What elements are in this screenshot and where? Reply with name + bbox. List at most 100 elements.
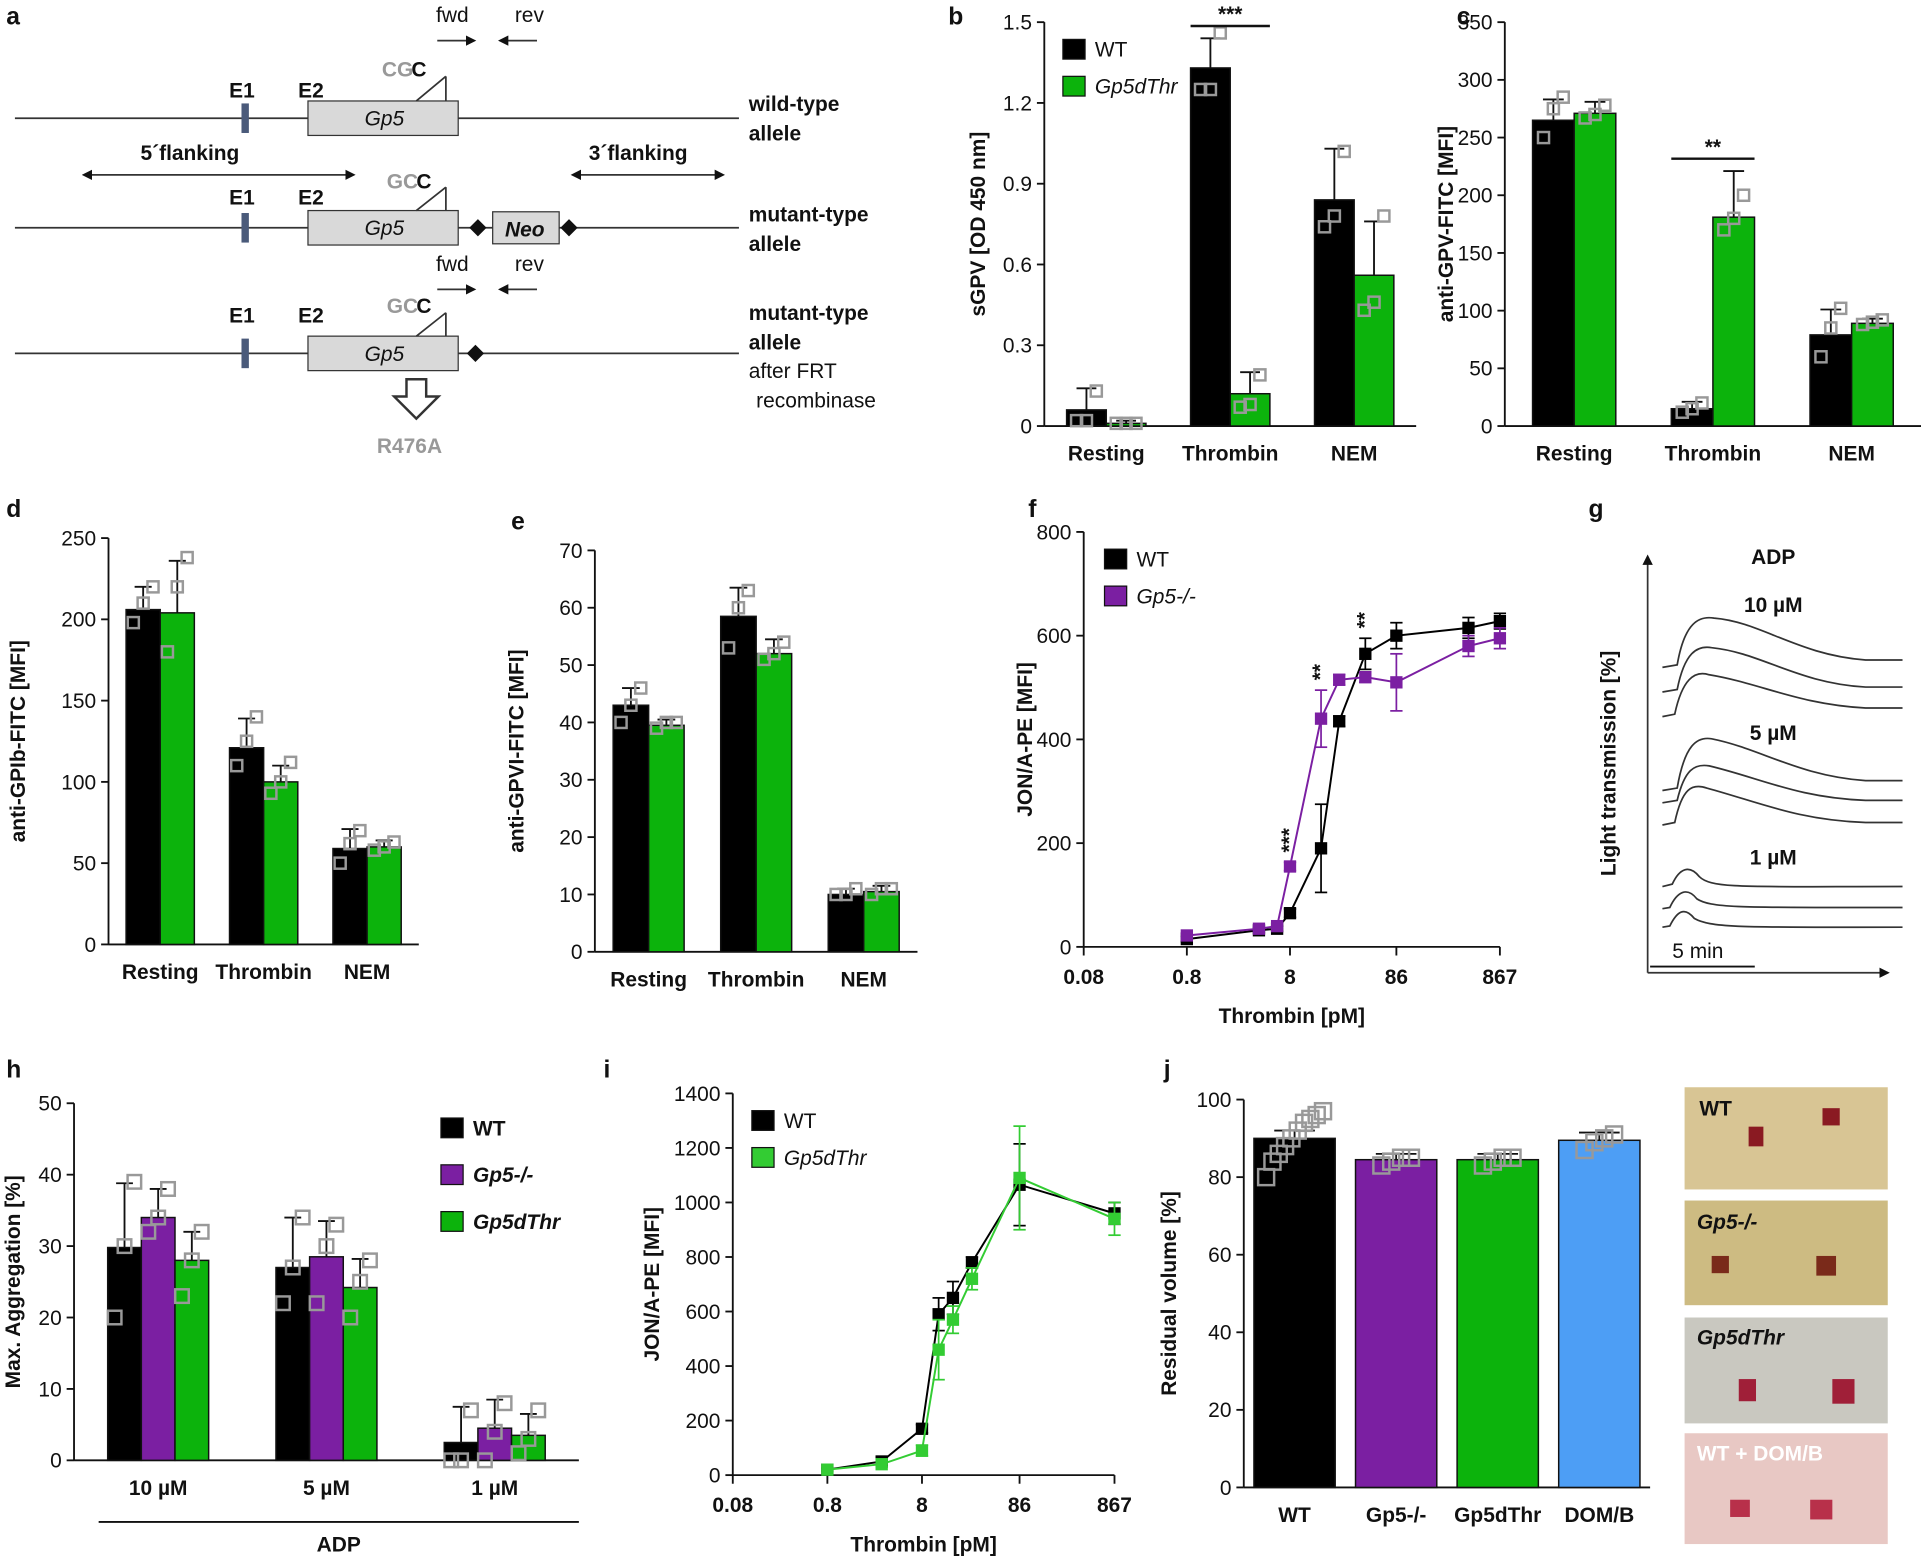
bar (308, 1256, 345, 1462)
photo (1684, 1087, 1888, 1190)
data-point (160, 645, 175, 659)
data-point (1129, 416, 1143, 431)
bar (1189, 67, 1231, 427)
y-tick-label: 0 (1060, 936, 1072, 959)
y-tick-label: 200 (61, 609, 96, 632)
marker (1180, 929, 1194, 942)
exon (241, 213, 249, 243)
bar (477, 1427, 513, 1462)
marker (965, 1272, 979, 1285)
legend-label: Gp5-/- (473, 1164, 533, 1187)
y-tick-label: 40 (559, 712, 582, 735)
trace (1662, 891, 1903, 910)
marker (1270, 919, 1284, 933)
marker (1462, 621, 1475, 635)
data-point (170, 580, 185, 594)
trace (1662, 764, 1903, 804)
label: E1 (229, 186, 255, 209)
x-tick-label: Resting (1068, 443, 1145, 466)
y-tick-label: 0 (709, 1465, 721, 1488)
marker (946, 1313, 960, 1326)
bar (443, 1441, 479, 1462)
x-tick-label: DOM/B (1564, 1504, 1634, 1527)
data-point (1367, 295, 1381, 309)
bar (862, 890, 900, 953)
data-point (633, 681, 648, 695)
panel-letter: e (511, 508, 525, 535)
x-tick-label: 867 (1097, 1494, 1132, 1517)
bar (262, 781, 299, 946)
clot (1822, 1108, 1840, 1126)
mutation-mark (415, 75, 447, 102)
data-point (387, 835, 401, 849)
x-tick-label: 8 (1284, 966, 1296, 989)
bar (1313, 199, 1355, 427)
photo-label: Gp5-/- (1697, 1211, 1757, 1234)
label: E2 (298, 79, 324, 102)
data-point (1307, 1105, 1326, 1125)
x-axis-label: ADP (317, 1533, 361, 1556)
bar (1557, 1139, 1641, 1489)
x-tick-label: 5 µM (303, 1477, 350, 1500)
bar (1354, 1158, 1438, 1489)
data-point (1079, 413, 1094, 428)
neo-box (492, 211, 560, 245)
data-point (1213, 26, 1228, 40)
label: GC (387, 170, 418, 193)
data-point (126, 1173, 143, 1190)
x-tick-label: NEM (344, 961, 390, 984)
x-tick-label: WT (1278, 1504, 1311, 1527)
y-tick-label: 100 (1197, 1089, 1232, 1112)
y-axis-label: Light transmission [%] (1598, 651, 1621, 877)
data-point (741, 583, 756, 598)
frt-site (466, 344, 485, 363)
data-point (352, 1273, 369, 1290)
data-point (140, 1223, 157, 1240)
marker (1390, 629, 1403, 642)
data-point (183, 1252, 200, 1269)
y-tick-label: 150 (1458, 242, 1493, 265)
data-point (849, 881, 863, 896)
y-tick-label: 200 (1458, 185, 1493, 208)
y-tick-label: 70 (559, 540, 582, 563)
label: C (416, 295, 431, 318)
marker (1359, 671, 1372, 684)
gene-box (307, 100, 459, 137)
y-tick-label: 10 (559, 884, 582, 907)
y-tick-label: 0.3 (1003, 335, 1032, 358)
x-tick-label: Thrombin (708, 968, 804, 991)
data-point (342, 1309, 359, 1326)
data-point (1473, 1156, 1493, 1175)
data-point (160, 1180, 177, 1197)
data-point (1243, 397, 1257, 412)
label: rev (515, 253, 545, 276)
x-tick-label: Resting (610, 968, 687, 991)
aggregometry-traces: g Light transmission [%] ADP 10 µM 5 µM … (1589, 496, 1903, 978)
data-point (496, 1395, 513, 1412)
bar (1456, 1158, 1540, 1489)
y-axis-label: JON/A-PE [MFI] (1014, 662, 1037, 817)
marker (1013, 1171, 1026, 1185)
legend-label: Gp5-/- (1137, 585, 1196, 608)
data-point (1313, 1101, 1333, 1121)
y-tick-label: 50 (38, 1093, 61, 1116)
legend-swatch (751, 1110, 775, 1131)
x-tick-label: 8 (916, 1494, 928, 1517)
trace (1662, 646, 1903, 693)
data-point (1814, 350, 1828, 364)
panel-letter: i (603, 1056, 610, 1083)
significance: *** (1278, 827, 1301, 852)
photo (1684, 1433, 1888, 1545)
legend-swatch (1062, 75, 1086, 97)
y-axis-label: JON/A-PE [MFI] (641, 1207, 664, 1362)
gene-box (307, 209, 459, 246)
data-point (1391, 1148, 1411, 1167)
y-tick-label: 250 (1458, 127, 1493, 150)
label: fwd (436, 253, 469, 276)
data-point (1588, 107, 1602, 122)
data-point (1317, 220, 1332, 234)
label: Neo (505, 218, 545, 241)
data-point (1089, 384, 1104, 398)
panel-letter: a (6, 4, 20, 31)
